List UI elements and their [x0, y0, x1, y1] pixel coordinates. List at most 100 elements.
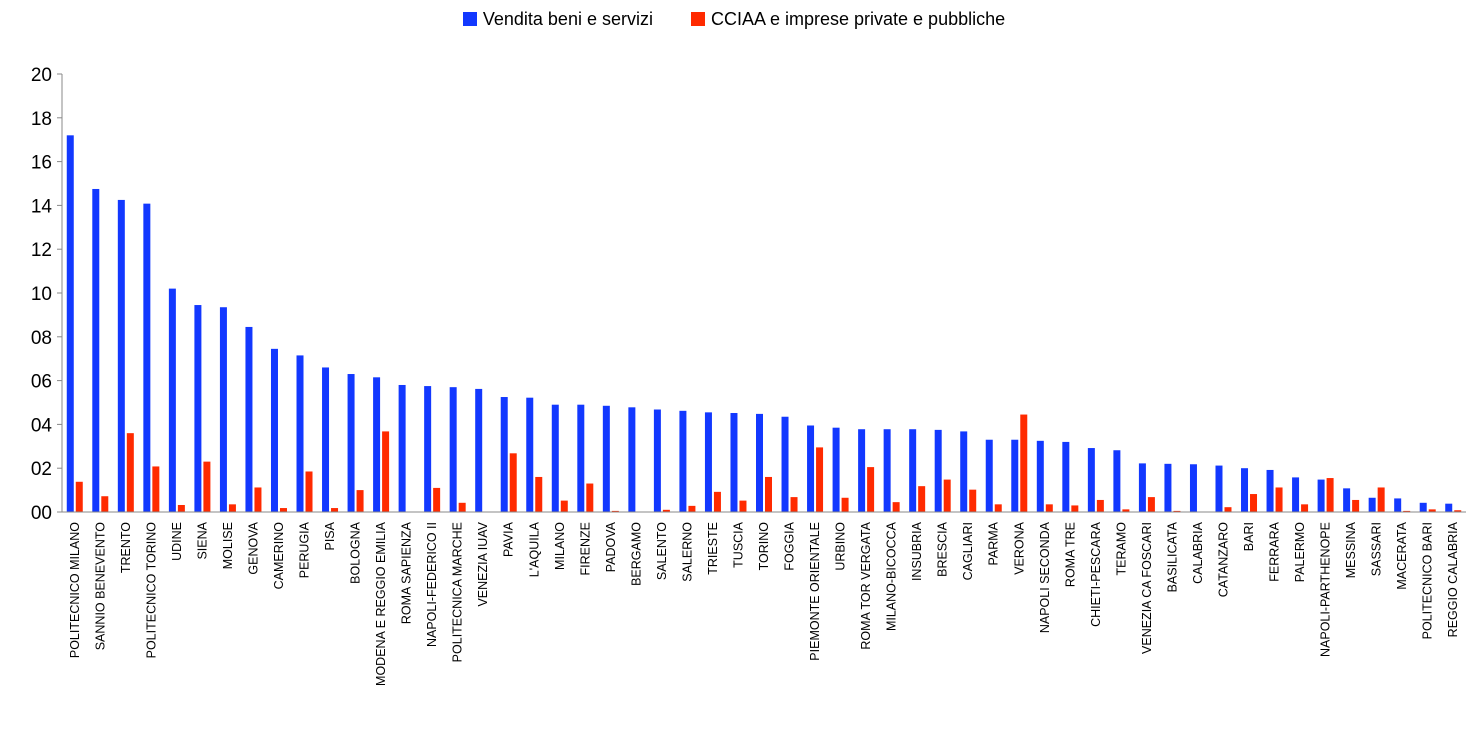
- x-category-label: PIEMONTE ORIENTALE: [808, 522, 822, 661]
- x-category-label: CHIETI-PESCARA: [1089, 521, 1103, 627]
- bar-cciaa: [586, 483, 594, 512]
- bar-cciaa: [254, 487, 262, 512]
- bar-vendita: [373, 377, 381, 512]
- x-category-label: MOLISE: [221, 522, 235, 569]
- bar-cciaa: [1275, 487, 1283, 512]
- bar-vendita: [628, 407, 636, 512]
- x-category-label: NAPOLI-FEDERICO II: [425, 522, 439, 647]
- x-category-label: VERONA: [1012, 521, 1026, 574]
- x-category-label: NAPOLI-PARTHENOPE: [1319, 522, 1333, 657]
- legend-item-cciaa[interactable]: CCIAA e imprese private e pubbliche: [690, 9, 1005, 30]
- x-category-label: CATANZARO: [1216, 522, 1230, 598]
- bar-vendita: [143, 203, 151, 512]
- bar-cciaa: [1224, 507, 1232, 512]
- bar-vendita: [1062, 441, 1070, 512]
- x-category-label: PAVIA: [502, 521, 516, 557]
- y-tick-label: 18: [31, 109, 52, 130]
- bar-cciaa: [739, 500, 747, 512]
- x-category-label: INSUBRIA: [910, 521, 924, 581]
- x-category-label: TUSCIA: [731, 521, 745, 568]
- bar-vendita: [424, 386, 432, 512]
- x-category-label: SIENA: [195, 521, 209, 559]
- bar-cciaa: [433, 487, 441, 512]
- bar-cciaa: [1428, 509, 1436, 512]
- legend-swatch-vendita: [462, 12, 477, 26]
- bar-cciaa: [1403, 510, 1411, 512]
- x-category-label: TRENTO: [119, 522, 133, 573]
- x-category-label: NAPOLI SECONDA: [1038, 521, 1052, 633]
- bar-vendita: [1343, 488, 1351, 512]
- bar-cciaa: [713, 491, 721, 512]
- y-tick-label: 02: [31, 459, 52, 480]
- bar-cciaa: [662, 509, 670, 512]
- bar-vendita: [500, 397, 508, 512]
- x-category-label: FERRARA: [1268, 521, 1282, 581]
- bar-vendita: [92, 188, 100, 512]
- bar-vendita: [1087, 448, 1095, 512]
- bar-vendita: [1241, 468, 1249, 512]
- bar-vendita: [1445, 503, 1453, 512]
- x-category-label: TRIESTE: [706, 522, 720, 575]
- bar-cciaa: [1045, 504, 1053, 512]
- bar-cciaa: [816, 447, 824, 512]
- legend-swatch-cciaa: [690, 12, 705, 26]
- bar-vendita: [194, 305, 202, 512]
- bar-cciaa: [382, 431, 390, 512]
- bar-vendita: [883, 429, 891, 512]
- x-category-label: VENEZIA IUAV: [476, 521, 490, 606]
- bar-vendita: [1266, 469, 1274, 512]
- x-category-label: CAMERINO: [272, 522, 286, 590]
- x-category-label: POLITECNICO BARI: [1421, 522, 1435, 639]
- bar-vendita: [704, 412, 712, 512]
- x-category-label: MILANO-BICOCCA: [885, 521, 899, 631]
- x-category-label: BRESCIA: [936, 521, 950, 577]
- bar-vendita: [1189, 464, 1197, 512]
- bar-vendita: [449, 387, 457, 512]
- bar-cciaa: [1454, 510, 1462, 512]
- bar-vendita: [756, 413, 763, 512]
- bar-cciaa: [203, 461, 211, 512]
- bar-cciaa: [509, 453, 517, 512]
- bar-vendita: [270, 348, 278, 512]
- x-category-label: MESSINA: [1344, 521, 1358, 578]
- bar-cciaa: [279, 508, 287, 512]
- bar-vendita: [781, 416, 789, 512]
- bar-cciaa: [790, 497, 798, 512]
- bar-cciaa: [1147, 497, 1155, 512]
- bar-cciaa: [1122, 509, 1130, 512]
- bar-cciaa: [177, 504, 185, 512]
- bar-cciaa: [969, 489, 977, 512]
- bar-cciaa: [1020, 414, 1028, 512]
- x-category-label: POLITECNICO MILANO: [68, 522, 82, 658]
- y-tick-label: 10: [31, 284, 52, 305]
- bar-vendita: [245, 326, 253, 512]
- bar-vendita: [1215, 465, 1223, 512]
- x-category-label: BOLOGNA: [349, 521, 363, 583]
- y-tick-label: 12: [31, 240, 52, 261]
- bar-cciaa: [1250, 494, 1258, 512]
- x-category-label: FOGGIA: [783, 521, 797, 570]
- bar-cciaa: [1301, 504, 1309, 512]
- y-tick-label: 14: [31, 196, 53, 217]
- bar-cciaa: [126, 433, 134, 512]
- bar-vendita: [807, 425, 815, 512]
- bars: [66, 135, 1462, 513]
- bar-vendita: [1164, 463, 1172, 512]
- x-category-label: PISA: [323, 521, 337, 550]
- y-axis: 00 02 04 06 08 10 12 14 16 18 20: [31, 65, 63, 524]
- bar-cciaa: [943, 479, 951, 512]
- bar-cciaa: [1173, 510, 1181, 512]
- bar-cciaa: [841, 497, 849, 512]
- bar-cciaa: [560, 500, 568, 512]
- x-category-label: ROMA TRE: [1063, 522, 1077, 587]
- bar-vendita: [934, 429, 942, 512]
- bar-vendita: [1138, 463, 1146, 512]
- x-category-label: PERUGIA: [298, 521, 312, 578]
- bar-vendita: [296, 355, 304, 512]
- x-category-label: POLITECNICO TORINO: [144, 522, 158, 659]
- y-tick-label: 08: [31, 328, 52, 349]
- x-category-label: SALERNO: [680, 522, 694, 582]
- legend-item-vendita[interactable]: Vendita beni e servizi: [462, 9, 653, 30]
- bar-cciaa: [1352, 499, 1360, 512]
